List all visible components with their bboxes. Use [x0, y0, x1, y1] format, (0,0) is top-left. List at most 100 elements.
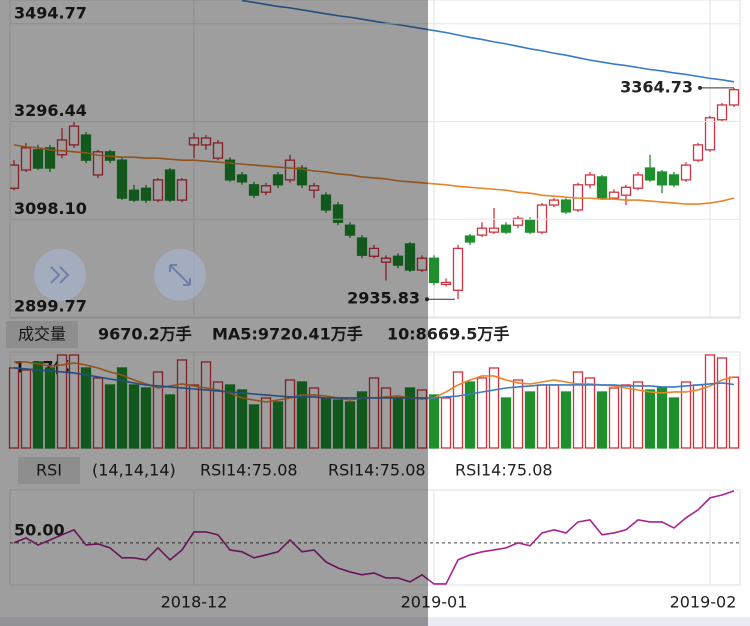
legend-entry: MA5:9720.41万手: [212, 325, 363, 344]
candle-body: [392, 255, 404, 266]
volume-bar: [620, 384, 632, 449]
volume-bar: [728, 376, 740, 449]
candle-body: [128, 189, 140, 201]
candle-body: [488, 227, 500, 233]
candle-body: [356, 237, 368, 256]
legend-entry: RSI14:75.08: [328, 461, 426, 480]
bottom-strip: [0, 617, 750, 626]
candle-body: [284, 159, 296, 181]
candle-body: [44, 147, 56, 169]
candle-body: [716, 104, 728, 121]
expand-icon: [169, 264, 191, 286]
volume-bar: [308, 387, 320, 449]
dim-overlay: [0, 0, 428, 626]
candle-body: [188, 137, 200, 146]
candle-body: [56, 139, 68, 156]
overlay: [0, 0, 428, 626]
candle-body: [644, 167, 656, 181]
volume-bar: [380, 387, 392, 449]
volume-bar: [572, 371, 584, 449]
volume-title: 成交量: [18, 325, 66, 344]
candle-body: [296, 167, 308, 186]
y-tick-label: 3296.44: [14, 101, 87, 120]
volume-bar: [512, 379, 524, 449]
candle-body: [308, 185, 320, 191]
legend-entry: RSI14:75.08: [200, 461, 298, 480]
volume-bar: [524, 391, 536, 449]
candle-body: [608, 191, 620, 199]
volume-bar: [68, 354, 80, 449]
candle-body: [344, 224, 356, 236]
volume-bar: [332, 399, 344, 449]
volume-current: 9670.2万手: [98, 325, 192, 344]
candle-body: [512, 217, 524, 226]
volume-bar: [236, 389, 248, 449]
candle-body: [680, 164, 692, 181]
candle-body: [620, 186, 632, 196]
candle-body: [692, 144, 704, 161]
candle-body: [668, 174, 680, 186]
legend-entry: 10:8669.5万手: [387, 325, 509, 344]
x-tick-label: 2019-01: [401, 593, 468, 612]
volume-bar: [632, 381, 644, 449]
candle-body: [524, 219, 536, 233]
plot-area: 2018-12 2019-01 2019-02 3494.77 3296.44 3098.…: [8, 0, 740, 612]
volume-bar: [668, 397, 680, 449]
candle-body: [452, 247, 464, 291]
volume-bar: [716, 357, 728, 449]
volume-bar: [272, 401, 284, 449]
volume-bar: [476, 377, 488, 449]
volume-bar: [188, 384, 200, 449]
rsi-params: (14,14,14): [92, 461, 176, 480]
volume-bar: [704, 354, 716, 449]
candle-body: [32, 149, 44, 169]
volume-ma-line: [13, 367, 735, 399]
candle-body: [632, 174, 644, 189]
volume-bar: [680, 381, 692, 449]
volume-bar: [464, 381, 476, 449]
volume-bar: [200, 361, 212, 449]
volume-bar: [116, 367, 128, 449]
high-label: 3364.73: [620, 77, 693, 96]
candle-body: [10, 164, 20, 189]
rsi-title: RSI: [36, 461, 62, 480]
volume-bar: [644, 389, 656, 449]
candle-body: [560, 199, 572, 213]
volume-bar: [596, 391, 608, 449]
rsi-line: [13, 490, 735, 585]
volume-bar: [548, 384, 560, 449]
volume-bar: [584, 377, 596, 449]
volume-bar: [656, 387, 668, 449]
volume-bar: [440, 397, 452, 449]
volume-bar: [428, 394, 440, 449]
candle-body: [224, 159, 236, 181]
candle-body: [176, 179, 188, 201]
price-panel-frame: [9, 0, 741, 319]
candle-body: [584, 174, 596, 186]
x-tick-label: 2019-02: [670, 593, 737, 612]
candle-body: [20, 147, 32, 171]
candle-body: [200, 137, 212, 146]
candle-body: [116, 159, 128, 199]
volume-bar: [344, 401, 356, 449]
volume-bar: [104, 384, 116, 449]
volume-bar: [224, 384, 236, 449]
candle-body: [320, 194, 332, 211]
volume-bar: [176, 359, 188, 449]
volume-bar: [32, 361, 44, 449]
moving-average-line: [13, 144, 735, 205]
candle-body: [416, 257, 428, 271]
collapse-icon: [50, 266, 70, 284]
volume-tab[interactable]: [6, 321, 78, 348]
rsi-tab[interactable]: [18, 457, 80, 484]
low-label: 2935.83: [347, 289, 420, 308]
volume-bar: [140, 387, 152, 449]
y-tick-label: 50.00: [14, 520, 65, 539]
volume-bar: [56, 354, 68, 449]
candle-body: [260, 185, 272, 193]
candle-body: [596, 176, 608, 199]
rsi-panel-frame: [9, 489, 741, 586]
candle-body: [92, 151, 104, 176]
candle-body: [728, 89, 740, 106]
